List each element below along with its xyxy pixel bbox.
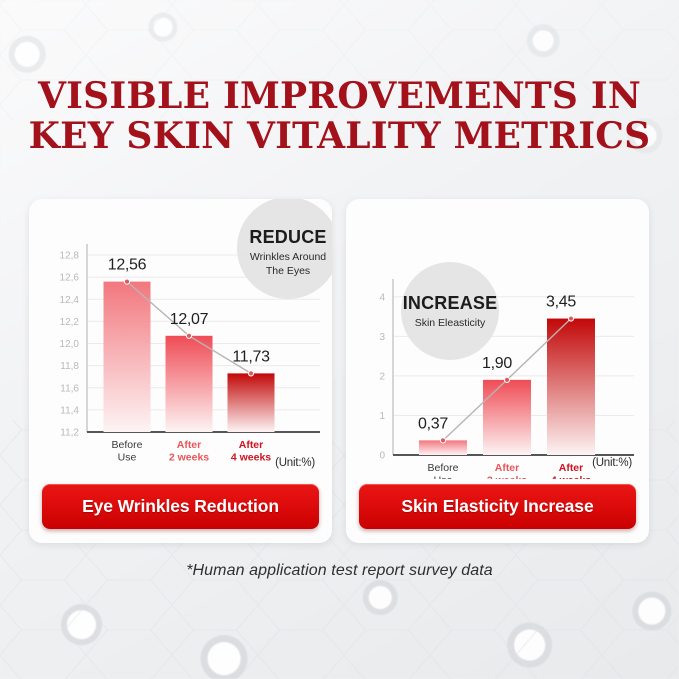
page-title-line1: VISIBLE IMPROVEMENTS IN xyxy=(38,75,641,117)
x-tick-label: After xyxy=(559,462,584,474)
increase-badge: INCREASE Skin Eleasticity xyxy=(401,262,499,360)
increase-badge-sub1: Skin Eleasticity xyxy=(415,317,486,329)
x-tick-label: 4 weeks xyxy=(551,475,591,480)
increase-badge-title: INCREASE xyxy=(403,293,498,313)
chart-bar xyxy=(483,379,531,455)
chart-value-labels: 0,37 1,90 3,45 xyxy=(418,294,577,433)
y-tick-label: 11,4 xyxy=(60,405,79,416)
bar-value-label: 3,45 xyxy=(546,294,576,311)
reduce-badge-sub2: The Eyes xyxy=(266,265,310,277)
chart-bar xyxy=(227,373,275,432)
y-tick-label: 2 xyxy=(379,371,385,382)
reduce-badge: REDUCE Wrinkles Around The Eyes xyxy=(237,199,332,299)
y-tick-label: 12,8 xyxy=(60,251,80,262)
chart-bar xyxy=(165,335,213,432)
y-tick-label: 12,0 xyxy=(60,339,80,350)
left-unit-label: (Unit:%) xyxy=(275,457,315,469)
x-tick-label: 2 weeks xyxy=(169,452,209,464)
eye-wrinkles-card: 11,2 11,4 11,6 11,8 12,0 12,2 12,4 12,6 12,8 12,… xyxy=(29,199,332,543)
reduce-badge-sub1: Wrinkles Around xyxy=(250,251,326,263)
y-tick-label: 1 xyxy=(379,411,385,422)
x-tick-label: 2 weeks xyxy=(487,475,527,480)
bar-value-label: 12,56 xyxy=(108,257,147,274)
y-tick-label: 0 xyxy=(379,451,385,462)
x-tick-label: Use xyxy=(118,452,137,464)
chart-bar xyxy=(547,318,595,455)
skin-elasticity-increase-button[interactable]: Skin Elasticity Increase xyxy=(359,484,636,529)
bar-value-label: 1,90 xyxy=(482,355,512,372)
reduce-badge-title: REDUCE xyxy=(249,227,326,247)
y-tick-label: 11,8 xyxy=(60,361,79,372)
y-tick-label: 11,6 xyxy=(60,383,79,394)
chart-bar xyxy=(419,440,467,455)
chart-y-tick-labels: 11,2 11,4 11,6 11,8 12,0 12,2 12,4 12,6 12,8 xyxy=(60,251,80,439)
y-tick-label: 12,4 xyxy=(60,295,80,306)
x-tick-label: Before xyxy=(428,462,459,474)
x-tick-label: After xyxy=(239,439,264,451)
bar-value-label: 0,37 xyxy=(418,415,448,432)
right-unit-label: (Unit:%) xyxy=(592,457,632,469)
x-tick-label: Use xyxy=(434,475,453,480)
chart-bar xyxy=(103,281,151,432)
y-tick-label: 4 xyxy=(379,292,385,303)
chart-bars xyxy=(419,318,595,455)
eye-wrinkles-reduction-button[interactable]: Eye Wrinkles Reduction xyxy=(42,484,319,529)
chart-bars xyxy=(103,281,275,432)
y-tick-label: 11,2 xyxy=(60,428,79,439)
y-tick-label: 3 xyxy=(379,332,385,343)
eye-wrinkles-chart: 11,2 11,4 11,6 11,8 12,0 12,2 12,4 12,6 12,8 12,… xyxy=(60,199,332,464)
chart-value-labels: 12,56 12,07 11,73 xyxy=(108,257,271,366)
chart-trend-line xyxy=(123,278,255,377)
y-tick-label: 12,6 xyxy=(60,273,80,284)
chart-y-tick-labels: 0 1 2 3 4 xyxy=(379,292,385,461)
footnote: *Human application test report survey da… xyxy=(186,562,493,579)
page-title: VISIBLE IMPROVEMENTS IN KEY SKIN VITALIT… xyxy=(0,76,679,156)
x-tick-label: After xyxy=(495,462,520,474)
y-tick-label: 12,2 xyxy=(60,317,80,328)
x-tick-label: Before xyxy=(112,439,143,451)
bar-value-label: 11,73 xyxy=(232,348,270,365)
x-tick-label: 4 weeks xyxy=(231,452,271,464)
chart-trend-line xyxy=(439,315,575,444)
bar-value-label: 12,07 xyxy=(170,311,209,328)
x-tick-label: After xyxy=(177,439,202,451)
page-title-line2: KEY SKIN VITALITY METRICS xyxy=(28,115,651,157)
